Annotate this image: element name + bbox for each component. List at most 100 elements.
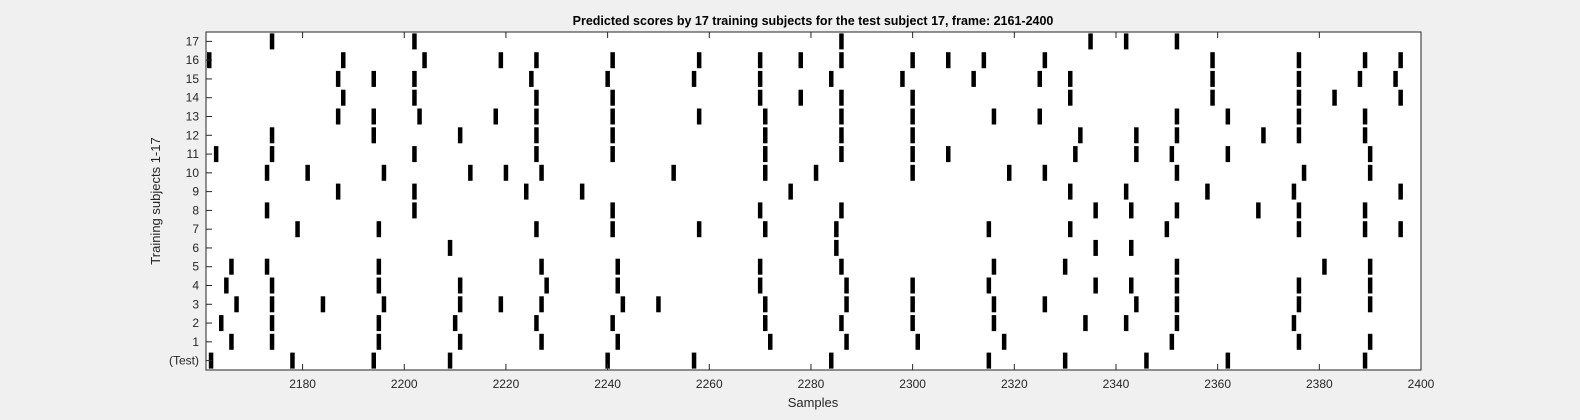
raster-mark — [503, 164, 509, 181]
raster-mark — [1296, 127, 1302, 144]
y-tick-label: 7 — [192, 222, 199, 236]
raster-mark — [457, 127, 463, 144]
raster-mark — [610, 202, 615, 219]
raster-mark — [1296, 296, 1302, 313]
plot-border — [205, 31, 1422, 371]
raster-mark — [1296, 202, 1302, 219]
raster-mark — [839, 202, 844, 219]
raster-mark — [1367, 277, 1373, 294]
raster-mark — [1398, 183, 1403, 200]
raster-mark — [534, 89, 539, 106]
raster-mark — [1362, 108, 1368, 125]
raster-mark — [1225, 146, 1231, 163]
raster-mark — [615, 258, 620, 275]
raster-mark — [269, 333, 275, 350]
raster-mark — [1174, 202, 1180, 219]
y-tick-label: 12 — [186, 128, 200, 142]
raster-mark — [1362, 202, 1368, 219]
raster-mark — [696, 52, 702, 69]
y-tick-label: 13 — [186, 110, 200, 124]
raster-mark — [696, 221, 702, 238]
raster-mark — [605, 352, 610, 369]
raster-mark — [1134, 296, 1139, 313]
raster-mark — [498, 52, 504, 69]
y-tick-label: 15 — [186, 72, 200, 86]
raster-mark — [1362, 127, 1368, 144]
raster-mark — [615, 277, 620, 294]
raster-mark — [1322, 258, 1327, 275]
x-axis-ticks: 2180 2200 2220 2240 2260 2280 2300 2320 2340 2360… — [289, 32, 1435, 391]
raster-mark — [452, 315, 458, 332]
raster-mark — [839, 89, 844, 106]
raster-mark — [1123, 33, 1129, 50]
raster-mark — [529, 70, 534, 87]
raster-mark — [1210, 70, 1215, 87]
raster-mark — [1367, 296, 1373, 313]
raster-mark — [1037, 70, 1042, 87]
raster-mark — [757, 277, 763, 294]
raster-mark — [1296, 333, 1302, 350]
x-axis-label: Samples — [788, 395, 839, 410]
raster-mark — [991, 296, 997, 313]
raster-mark — [844, 277, 849, 294]
raster-mark — [1225, 108, 1231, 125]
raster-mark — [763, 315, 768, 332]
raster-mark — [524, 183, 529, 200]
raster-mark — [295, 221, 300, 238]
raster-mark — [971, 70, 976, 87]
raster-mark — [1174, 315, 1180, 332]
raster-mark — [839, 52, 844, 69]
raster-mark — [610, 315, 615, 332]
raster-mark — [615, 333, 620, 350]
raster-mark — [534, 108, 539, 125]
raster-mark — [1296, 221, 1302, 238]
raster-mark — [1174, 296, 1180, 313]
raster-mark — [371, 108, 376, 125]
raster-mark — [264, 202, 270, 219]
raster-mark — [1123, 183, 1129, 200]
raster-mark — [1362, 221, 1368, 238]
raster-mark — [915, 333, 920, 350]
raster-mark — [1062, 352, 1068, 369]
raster-mark — [1088, 33, 1093, 50]
raster-mark — [447, 352, 453, 369]
raster-mark — [264, 258, 270, 275]
raster-mark — [1007, 164, 1012, 181]
raster-mark — [234, 296, 239, 313]
raster-mark — [910, 164, 915, 181]
raster-mark — [1225, 352, 1231, 369]
raster-mark — [539, 333, 544, 350]
raster-mark — [320, 296, 326, 313]
raster-mark — [534, 52, 539, 69]
raster-mark — [305, 164, 310, 181]
raster-mark — [417, 108, 422, 125]
raster-mark — [1174, 164, 1180, 181]
raster-mark — [610, 52, 615, 69]
raster-mark — [1169, 333, 1175, 350]
raster-mark — [539, 258, 544, 275]
raster-mark — [620, 296, 626, 313]
raster-mark — [1174, 258, 1180, 275]
raster-mark — [1129, 277, 1134, 294]
raster-mark — [264, 164, 270, 181]
raster-mark — [610, 221, 615, 238]
raster-mark — [1093, 239, 1098, 256]
raster-marks — [207, 33, 1403, 369]
raster-mark — [1144, 352, 1149, 369]
y-tick-label: 6 — [192, 241, 199, 255]
raster-mark — [763, 164, 768, 181]
raster-mark — [757, 52, 763, 69]
raster-mark — [1083, 315, 1088, 332]
x-tick-label: 2340 — [1103, 377, 1130, 391]
raster-mark — [829, 70, 834, 87]
raster-mark — [269, 277, 275, 294]
raster-mark — [1042, 296, 1048, 313]
raster-mark — [269, 127, 275, 144]
raster-mark — [763, 221, 768, 238]
raster-mark — [610, 146, 615, 163]
raster-mark — [1398, 89, 1403, 106]
y-tick-label: 2 — [192, 316, 199, 330]
raster-mark — [269, 296, 275, 313]
raster-mark — [991, 258, 997, 275]
raster-mark — [1129, 202, 1134, 219]
